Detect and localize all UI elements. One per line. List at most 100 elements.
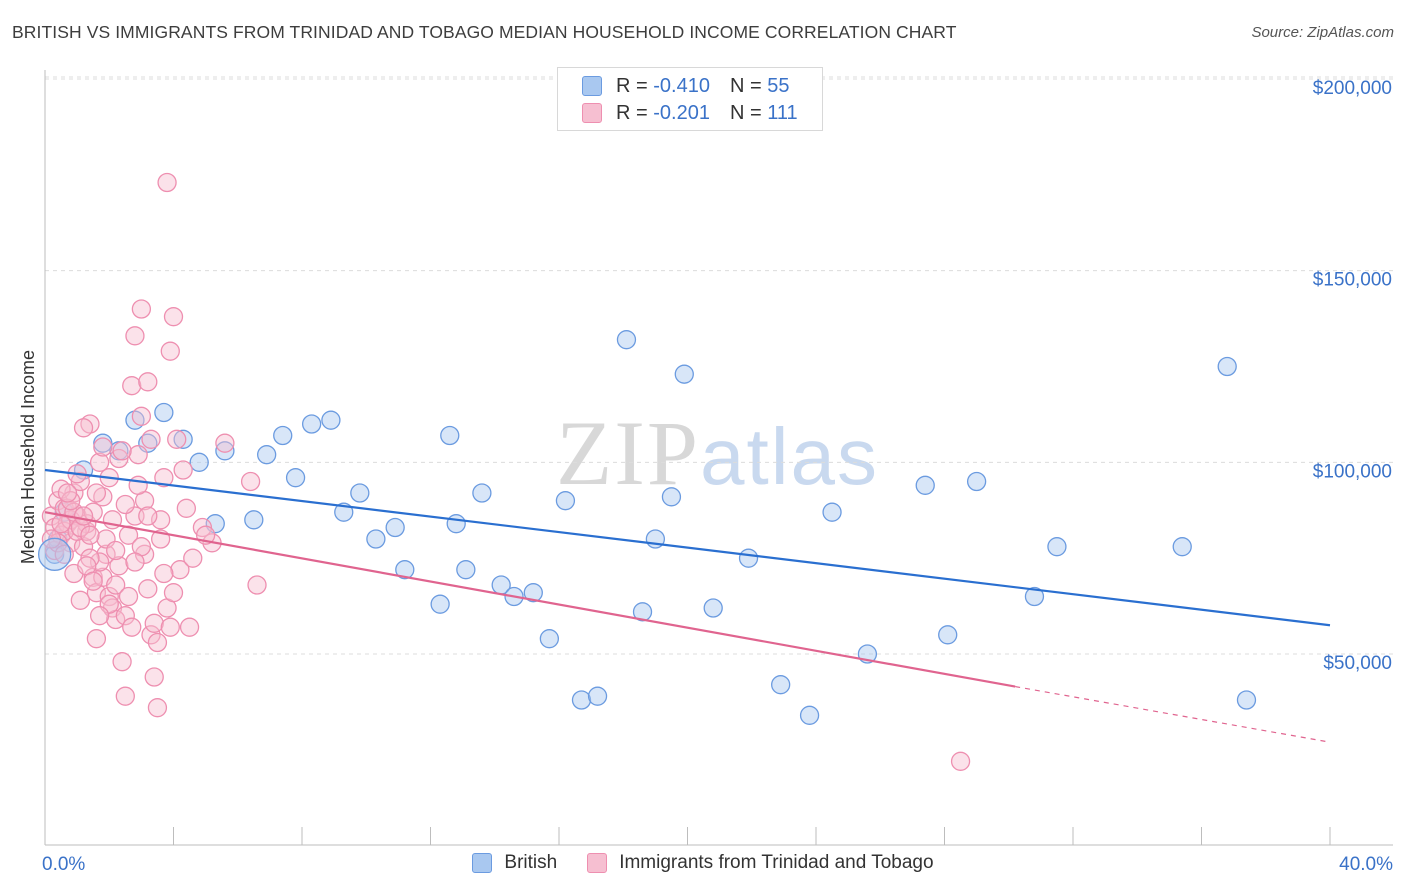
- trinidad-point: [89, 606, 110, 626]
- trinidad-point: [141, 429, 161, 449]
- y-tick-label: $200,000: [1313, 78, 1392, 99]
- trinidad-point: [131, 406, 152, 426]
- trinidad-point: [128, 445, 148, 465]
- british-point: [244, 510, 264, 530]
- r-label: R =: [616, 74, 648, 97]
- r-value: -0.410: [653, 74, 710, 97]
- british-swatch: [582, 76, 602, 96]
- british-point: [674, 364, 694, 384]
- legend-item-trinidad[interactable]: Immigrants from Trinidad and Tobago: [587, 852, 934, 874]
- british-point: [385, 517, 405, 538]
- trinidad-point: [96, 544, 116, 564]
- british-point: [799, 705, 820, 725]
- trinidad-point: [83, 571, 103, 591]
- trinidad-point: [144, 613, 164, 633]
- trinidad-swatch: [582, 103, 602, 123]
- trinidad-point: [179, 617, 200, 637]
- y-tick-label: $50,000: [1323, 653, 1392, 674]
- british-point: [1217, 356, 1237, 377]
- trinidad-point: [57, 483, 78, 503]
- british-point: [456, 560, 476, 580]
- trinidad-point: [215, 433, 235, 453]
- british-point: [616, 330, 637, 350]
- legend-label: British: [504, 852, 558, 873]
- british-point: [1047, 537, 1067, 557]
- trinidad-point: [86, 483, 107, 503]
- trinidad-point: [51, 514, 71, 534]
- british-point: [523, 583, 543, 603]
- trinidad-point: [99, 586, 119, 607]
- british-point: [632, 602, 653, 622]
- trinidad-point: [163, 307, 184, 327]
- british-point: [587, 686, 608, 706]
- british-point: [555, 491, 576, 511]
- british-point: [703, 598, 723, 618]
- trinidad-point: [73, 506, 94, 526]
- legend-label: Immigrants from Trinidad and Tobago: [619, 852, 934, 873]
- y-tick-label: $100,000: [1313, 461, 1392, 482]
- trinidad-point: [115, 686, 135, 706]
- n-label: N =: [729, 101, 762, 124]
- trinidad-point: [240, 471, 261, 492]
- british-point: [938, 625, 958, 645]
- trinidad-point: [160, 617, 180, 637]
- trinidad-point: [73, 418, 94, 438]
- trinidad-point: [112, 441, 132, 461]
- legend-item-british[interactable]: British: [472, 852, 557, 874]
- x-tick-label: 40.0%: [1339, 854, 1393, 875]
- british-point: [440, 425, 460, 446]
- trinidad-point: [173, 460, 193, 480]
- trinidad-point: [167, 429, 187, 449]
- r-value: -0.201: [653, 101, 710, 124]
- british-point: [1024, 586, 1045, 607]
- british-point: [661, 487, 682, 507]
- trinidad-point: [138, 506, 158, 526]
- trinidad-point: [122, 617, 142, 637]
- british-trend-line: [44, 468, 1331, 627]
- trinidad-point: [176, 498, 197, 518]
- british-point: [350, 483, 370, 503]
- trinidad-point: [115, 494, 135, 515]
- british-point: [738, 548, 759, 568]
- series-legend: British Immigrants from Trinidad and Tob…: [0, 852, 1406, 874]
- trinidad-point: [147, 632, 168, 653]
- trinidad-point: [160, 341, 180, 361]
- british-point: [273, 425, 293, 446]
- n-value: 55: [767, 74, 790, 97]
- trinidad-point: [109, 556, 129, 576]
- trinidad-point: [144, 667, 164, 687]
- british-point: [285, 468, 306, 488]
- trinidad-point: [125, 552, 145, 572]
- trinidad-point: [122, 376, 142, 396]
- trinidad-point: [950, 751, 971, 771]
- y-axis-label: Median Household Income: [18, 350, 38, 564]
- trinidad-trend-line: [44, 511, 1016, 688]
- trinidad-point: [70, 590, 90, 610]
- watermark-atlas: atlas: [700, 412, 879, 501]
- british-point: [822, 502, 842, 522]
- trinidad-point: [89, 452, 110, 472]
- british-point: [915, 475, 935, 495]
- british-point: [154, 402, 174, 423]
- stats-legend-row-british: R = -0.410 N = 55: [582, 73, 789, 99]
- trinidad-point: [141, 625, 161, 645]
- trinidad-point: [106, 540, 126, 561]
- chart-title: BRITISH VS IMMIGRANTS FROM TRINIDAD AND …: [12, 22, 957, 42]
- trinidad-point: [80, 525, 100, 545]
- trinidad-point: [247, 575, 267, 595]
- trinidad-point: [125, 326, 145, 346]
- watermark: ZIPatlas: [556, 400, 879, 506]
- british-point: [215, 441, 235, 461]
- trinidad-point: [131, 299, 152, 319]
- n-label: N =: [729, 74, 762, 97]
- source-label: Source: ZipAtlas.com: [1251, 24, 1394, 41]
- trinidad-point: [138, 579, 158, 599]
- n-value: 111: [767, 101, 798, 124]
- trinidad-point: [115, 606, 135, 626]
- trinidad-point: [163, 583, 184, 603]
- british-point: [771, 675, 791, 695]
- stats-legend-row-trinidad: R = -0.201 N = 111: [582, 100, 798, 126]
- stats-legend: R = -0.410 N = 55 R = -0.201 N = 111: [557, 67, 823, 131]
- trinidad-point: [147, 698, 168, 718]
